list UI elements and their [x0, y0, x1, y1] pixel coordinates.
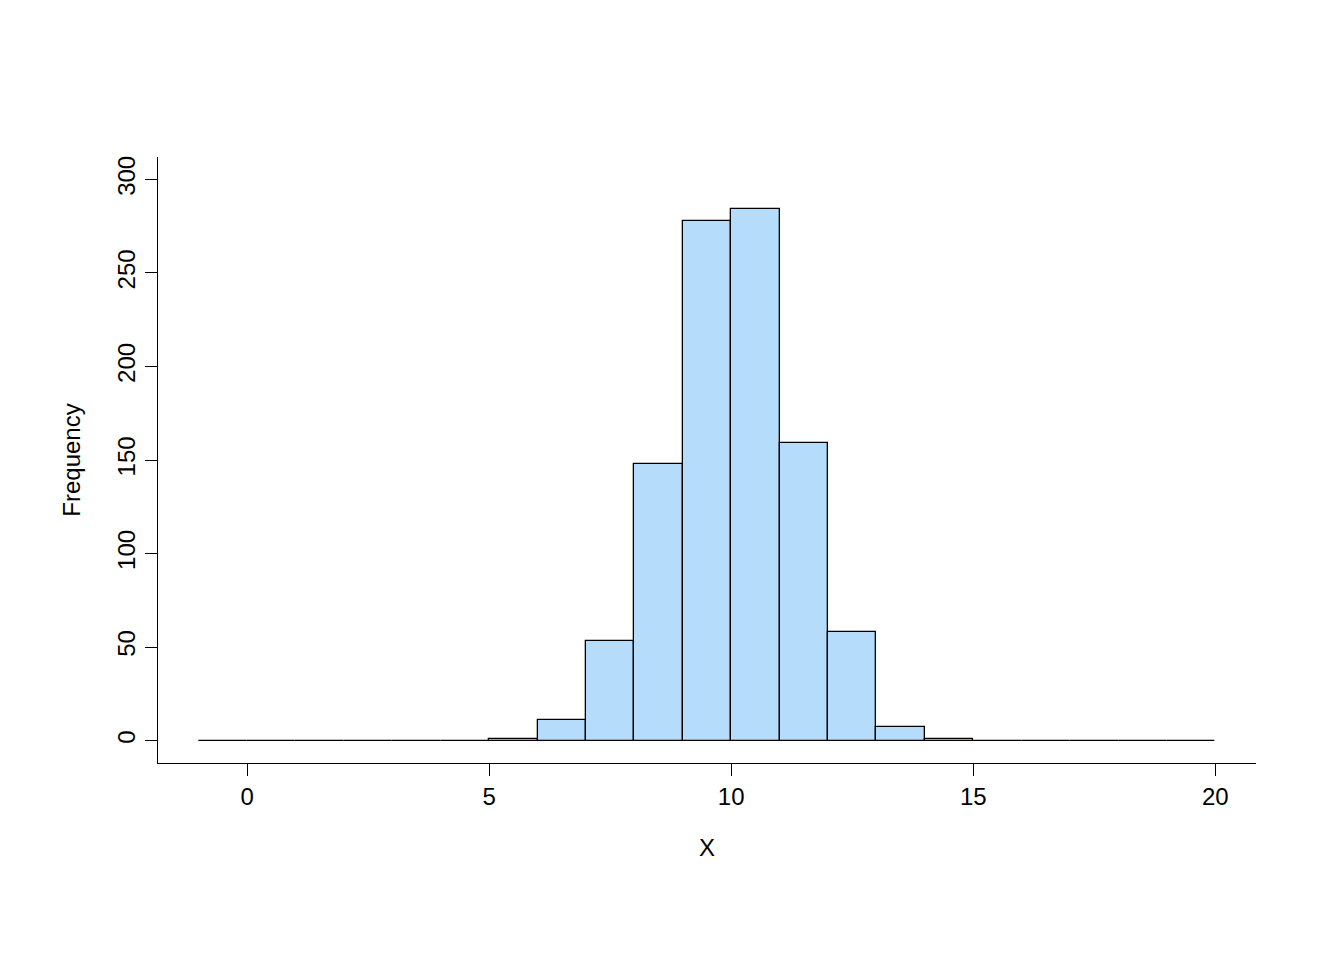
svg-text:15: 15: [960, 783, 987, 810]
svg-text:100: 100: [113, 530, 140, 570]
svg-text:Frequency: Frequency: [58, 403, 85, 516]
svg-text:10: 10: [718, 783, 745, 810]
svg-text:X: X: [699, 834, 715, 861]
svg-text:200: 200: [113, 343, 140, 383]
svg-text:20: 20: [1202, 783, 1229, 810]
svg-text:300: 300: [113, 156, 140, 196]
svg-text:0: 0: [240, 783, 253, 810]
svg-text:250: 250: [113, 249, 140, 289]
svg-text:0: 0: [113, 730, 140, 743]
svg-text:5: 5: [482, 783, 495, 810]
svg-text:150: 150: [113, 436, 140, 476]
svg-text:50: 50: [113, 630, 140, 657]
